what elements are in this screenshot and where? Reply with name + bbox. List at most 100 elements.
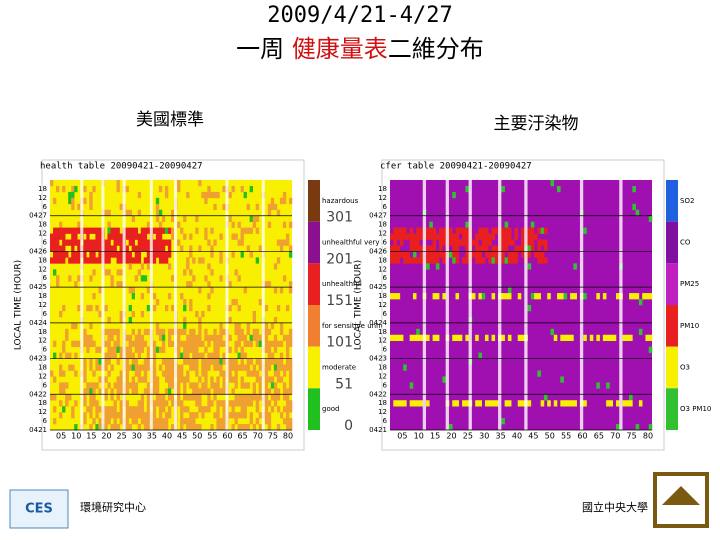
heatmap-cell — [171, 382, 175, 389]
heatmap-cell — [517, 293, 522, 300]
heatmap-cell — [435, 263, 440, 270]
heatmap-cell — [234, 376, 238, 383]
heatmap-cell — [128, 352, 132, 359]
heatmap-cell — [65, 239, 69, 246]
heatmap-cell — [137, 376, 142, 383]
heatmap-cell — [228, 364, 232, 371]
heatmap-cell — [89, 400, 93, 407]
heatmap-cell — [521, 239, 525, 246]
heatmap-cell — [56, 257, 60, 264]
y-date-label: 0422 — [29, 390, 47, 398]
heatmap-cell — [137, 412, 142, 419]
heatmap-cell — [140, 418, 145, 425]
heatmap-cell — [95, 233, 99, 240]
heatmap-cell — [65, 382, 69, 389]
heatmap-cell — [252, 394, 256, 401]
heatmap-cell — [155, 346, 160, 353]
y-date-label: 0427 — [369, 212, 387, 220]
heatmap-cell — [458, 334, 463, 342]
heatmap-cell — [213, 328, 217, 336]
heatmap-cell — [481, 227, 486, 234]
heatmap-cell — [237, 424, 241, 431]
heatmap-cell — [62, 346, 66, 353]
heatmap-cell — [285, 239, 290, 246]
heatmap-cell — [104, 352, 108, 359]
heatmap-cell — [210, 376, 214, 383]
heatmap-cell — [134, 382, 139, 389]
heatmap-cell — [426, 400, 430, 407]
heatmap-cell — [282, 364, 287, 371]
heatmap-cell — [53, 197, 57, 205]
heatmap-cell — [134, 340, 139, 347]
heatmap-cell — [180, 418, 184, 425]
heatmap-cell — [240, 328, 244, 336]
heatmap-cell — [243, 406, 247, 413]
heatmap-cell — [258, 388, 263, 395]
heatmap-cell — [629, 293, 633, 300]
heatmap-cell — [189, 394, 193, 401]
heatmap-cell — [98, 233, 102, 240]
y-hour-label: 12 — [378, 337, 387, 345]
heatmap-cell — [201, 310, 205, 318]
heatmap-cell — [71, 412, 75, 419]
heatmap-cell — [465, 251, 469, 258]
y-hour-label: 6 — [43, 239, 48, 247]
heatmap-cell — [167, 245, 172, 252]
heatmap-cell — [288, 400, 293, 407]
heatmap-cell — [134, 334, 139, 342]
heatmap-cell — [131, 287, 135, 294]
heatmap-cell — [264, 394, 269, 401]
heatmap-cell — [59, 388, 63, 395]
heatmap-cell — [125, 227, 129, 234]
heatmap-cell — [514, 251, 519, 258]
heatmap-cell — [116, 382, 120, 389]
heatmap-cell — [207, 263, 211, 270]
heatmap-cell — [161, 340, 166, 347]
heatmap-cell — [234, 412, 238, 419]
heatmap-cell — [583, 227, 587, 234]
heatmap-cell — [171, 400, 175, 407]
heatmap-cell — [158, 412, 163, 419]
heatmap-cell — [53, 245, 57, 252]
heatmap-cell — [125, 364, 129, 371]
heatmap-cell — [198, 376, 202, 383]
heatmap-cell — [77, 340, 81, 347]
heatmap-cell — [128, 340, 132, 347]
heatmap-cell — [288, 197, 293, 205]
heatmap-cell — [195, 394, 199, 401]
heatmap-cell — [161, 215, 166, 222]
heatmap-cell — [110, 281, 114, 288]
heatmap-cell — [128, 209, 132, 217]
heatmap-cell — [71, 233, 75, 240]
heatmap-cell — [77, 227, 81, 234]
heatmap-cell — [119, 245, 123, 252]
heatmap-cell — [167, 364, 172, 371]
heatmap-cell — [107, 209, 111, 217]
heatmap-cell — [116, 180, 120, 187]
heatmap-cell — [119, 257, 123, 264]
heatmap-cell — [222, 406, 226, 413]
heatmap-cell — [180, 364, 184, 371]
heatmap-cell — [632, 203, 636, 211]
heatmap-cell — [128, 346, 132, 353]
heatmap-cell — [83, 376, 87, 383]
heatmap-cell — [56, 275, 60, 282]
heatmap-cell — [213, 334, 217, 342]
heatmap-cell — [74, 227, 78, 234]
heatmap-cell — [455, 293, 460, 300]
heatmap-cell — [177, 221, 181, 228]
heatmap-cell — [95, 364, 99, 371]
heatmap-cell — [521, 251, 525, 258]
heatmap-cell — [171, 394, 175, 401]
title: 2009/4/21-4/27 — [267, 3, 452, 28]
heatmap-cell — [426, 257, 430, 264]
heatmap-cell — [279, 328, 284, 336]
heatmap-cell — [210, 287, 214, 294]
y-date-label: 0425 — [369, 283, 387, 291]
heatmap-cell — [50, 257, 54, 264]
heatmap-cell — [491, 227, 496, 234]
heatmap-cell — [399, 251, 404, 258]
heatmap-cell — [74, 251, 78, 258]
heatmap-cell — [563, 334, 568, 342]
